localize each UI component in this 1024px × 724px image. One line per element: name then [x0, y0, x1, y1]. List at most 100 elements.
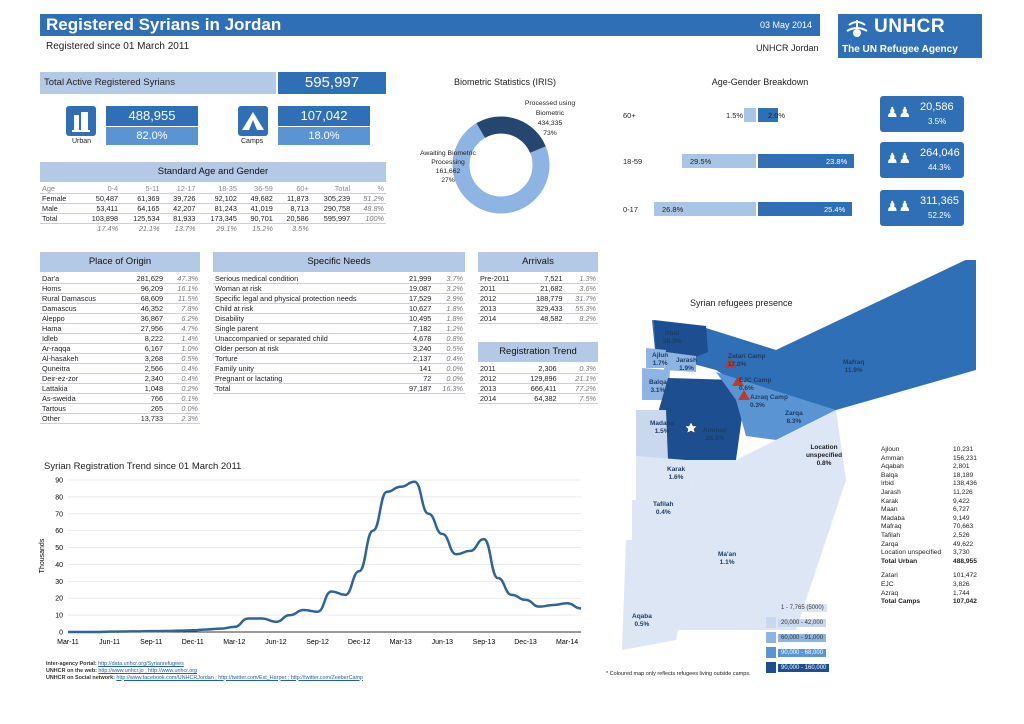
- table-row: Idleb 8,222 1.4%: [40, 333, 200, 344]
- table-cell: Aleppo: [40, 313, 122, 324]
- table-cell: 103,898: [78, 213, 121, 224]
- region-name: Jarash: [676, 357, 697, 364]
- footer-social-label: UNHCR on Social network:: [46, 674, 117, 681]
- logo-main: UNHCR: [874, 16, 946, 37]
- region-name: Balqa: [649, 379, 667, 386]
- legend-label: 60,000 - 91,000: [778, 633, 827, 642]
- table-row: Female 50,487 61,369 39,726 92,102 49,682 11,8…: [40, 193, 386, 204]
- table-cell: 9,422: [953, 497, 970, 505]
- processed-annotation: Processed using Biometric 434,335 73%: [512, 99, 588, 139]
- map-title: Syrian refugees presence: [690, 298, 793, 308]
- table-cell: 766: [122, 393, 166, 404]
- awaiting-value: 161,662: [435, 168, 461, 175]
- table-cell: 2012: [478, 293, 524, 304]
- region-amman: [656, 378, 744, 460]
- table-cell: Damascus: [40, 303, 122, 314]
- social-link[interactable]: http://www.facebook.com/UNHCRJordan ; ht…: [116, 674, 363, 681]
- table-cell: 55.3%: [564, 303, 598, 314]
- region-pct: 0.8%: [816, 460, 832, 467]
- table-cell: 77.2%: [558, 383, 598, 394]
- table-cell: 39,726: [161, 193, 198, 204]
- table-cell: 81,243: [197, 203, 239, 214]
- table-cell: 4,678: [399, 333, 434, 344]
- region-name: Ajlun: [652, 352, 669, 359]
- region-pct: 1.9%: [679, 365, 694, 372]
- table-cell: 21.1%: [138, 224, 160, 233]
- table-row: Ajloun 10,231: [880, 446, 982, 455]
- table-cell: 6,727: [953, 506, 970, 514]
- table-cell: Maan: [881, 506, 898, 514]
- region-ajlun: [646, 348, 666, 368]
- regtrend-title: Registration Trend: [478, 342, 598, 362]
- female-bar: [744, 108, 756, 122]
- unhcr-emblem-icon: [846, 20, 868, 37]
- table-cell: As-sweida: [40, 393, 122, 404]
- table-cell: 290,758: [310, 203, 353, 214]
- map-region-label: Aqaba 0.5%: [632, 613, 652, 629]
- x-tick-label: Dec-12: [348, 639, 371, 646]
- table-cell: Total Camps: [881, 598, 921, 606]
- table-cell: 29.1%: [216, 224, 237, 233]
- origin-title: Place of Origin: [40, 252, 200, 272]
- table-row: Ar-raqqa 6,167 1.0%: [40, 343, 200, 354]
- table-row: Balqa 18,189: [880, 472, 982, 481]
- table-cell: 3,240: [399, 343, 434, 354]
- awaiting-segment: [452, 116, 550, 214]
- x-tick-label: Mar-12: [223, 639, 245, 646]
- column-header: 5-11: [120, 184, 162, 194]
- male-bar: [758, 108, 778, 122]
- x-tick-label: Mar-11: [57, 639, 79, 646]
- region-name: Ma'an: [718, 551, 737, 558]
- male-pct: 25.4%: [824, 205, 846, 214]
- legend-label: 90,000 - 160,000: [778, 663, 830, 672]
- male-pct: 23.8%: [826, 157, 848, 166]
- table-cell: 2013: [478, 303, 524, 314]
- age-group-label: 60+: [623, 111, 636, 120]
- table-cell: Lattakia: [40, 383, 122, 394]
- region-aqaba: [622, 540, 696, 650]
- agegroup-pct: 44.3%: [928, 163, 951, 172]
- table-header-row: Age 0-4 5-11 12-17 18-35 36-59 60+ Total%: [40, 184, 386, 194]
- table-row: Karak 9,422: [880, 498, 982, 507]
- table-cell: 8.2%: [564, 313, 598, 324]
- region-irbid: [654, 320, 708, 360]
- table-cell: Pregnant or lactating: [213, 373, 400, 384]
- map-region-label: Tafilah 0.4%: [653, 501, 673, 517]
- table-row: Madaba 9,149: [880, 515, 982, 524]
- table-cell: 7.8%: [165, 303, 200, 314]
- chart-title: Syrian Registration Trend since 01 March…: [44, 461, 242, 472]
- registration-trend-chart: Thousands 0 10 20 30 40 50 60 70 80 90 Mar-11 Jun-1…: [39, 478, 582, 646]
- map-region-label: Madaba 1.5%: [650, 420, 674, 436]
- table-row: Single parent 7,182 1.2%: [213, 323, 465, 334]
- table-cell: 6,167: [122, 343, 166, 354]
- table-cell: 70,663: [953, 523, 974, 531]
- legend-swatch: [766, 602, 776, 613]
- table-cell: 0.5%: [165, 353, 200, 364]
- web-link[interactable]: http://www.unhcr.jo ; http://www.unhcr.o…: [98, 667, 197, 674]
- map-legend: 1 - 7,765 (5000) 20,000 - 42,000 60,000 - …: [766, 600, 830, 675]
- legend-item: 90,000 - 68,000: [766, 645, 829, 660]
- table-cell: 51.2%: [352, 193, 386, 204]
- table-cell: Family unity: [213, 363, 400, 374]
- table-row: Deir-ez-zor 2,340 0.4%: [40, 373, 200, 384]
- total-value: 595,997: [278, 72, 386, 94]
- column-header: Total: [310, 184, 353, 194]
- region-pct: 3.1%: [650, 387, 666, 394]
- map-region-label: Ajlun 1.7%: [652, 352, 668, 368]
- table-row: Location unspecified 3,730: [880, 549, 982, 558]
- tent-icon: [238, 106, 268, 136]
- trend-series-line: [67, 480, 582, 634]
- table-row: Tafilah 2,526: [880, 532, 982, 541]
- x-tick-label: Sep-13: [473, 639, 496, 646]
- biometric-donut: [452, 116, 550, 214]
- table-cell: 11,226: [953, 488, 973, 496]
- portal-link[interactable]: http://data.unhcr.org/Syrianrefugees: [98, 661, 184, 667]
- table-cell: 2,801: [953, 463, 970, 471]
- table-cell: Mafraq: [881, 523, 902, 531]
- table-row: Woman at risk 19,087 3.2%: [213, 283, 465, 294]
- table-cell: 305,239: [310, 193, 353, 204]
- table-cell: 2013: [478, 383, 511, 394]
- table-cell: 42,207: [161, 203, 198, 214]
- table-row: As-sweida 766 0.1%: [40, 393, 200, 404]
- table-cell: Madaba: [881, 514, 905, 522]
